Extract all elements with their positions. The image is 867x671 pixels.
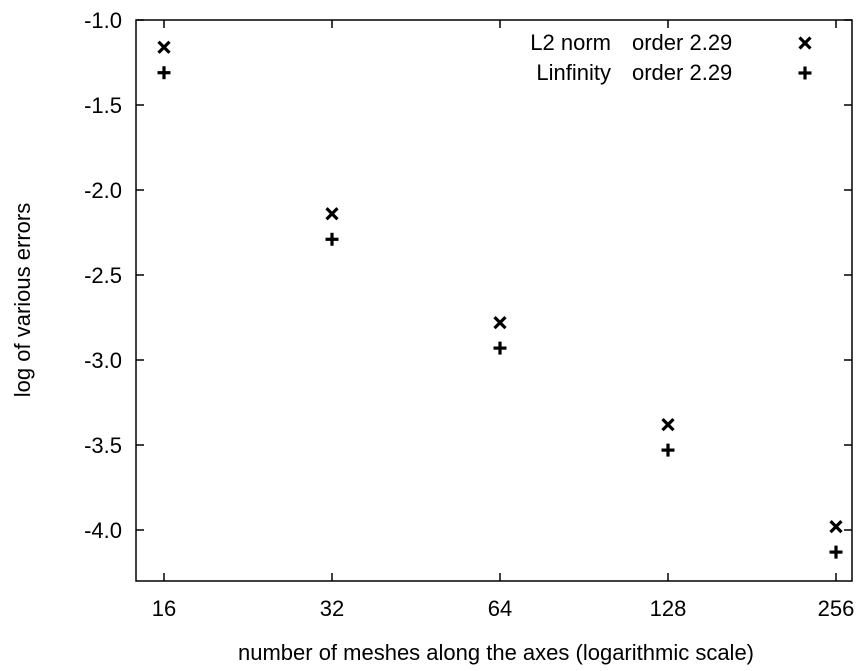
l2-norm-point	[829, 519, 843, 534]
data-points	[157, 40, 843, 559]
y-tick-label: -2.0	[84, 178, 122, 203]
linfinity-point	[661, 443, 675, 457]
y-tick-label: -1.5	[84, 93, 122, 118]
x-tick-label: 64	[488, 596, 512, 621]
x-axis-title: number of meshes along the axes (logarit…	[238, 640, 754, 665]
legend-marker-x	[798, 36, 812, 50]
y-tick-label: -3.5	[84, 433, 122, 458]
l2-norm-point	[157, 40, 171, 54]
l2-norm-point	[661, 417, 675, 432]
y-tick-label: -4.0	[84, 518, 122, 543]
x-tick-label: 16	[152, 596, 176, 621]
linfinity-point	[157, 66, 171, 80]
legend: L2 norm order 2.29 Linfinity order 2.29	[530, 30, 812, 85]
linfinity-point	[493, 341, 507, 355]
legend-order-label: order 2.29	[632, 60, 732, 85]
legend-series-name: Linfinity	[536, 60, 611, 85]
plot-frame	[135, 19, 853, 582]
legend-marker-plus	[798, 66, 812, 80]
y-tick-label: -3.0	[84, 348, 122, 373]
x-tick-label: 32	[320, 596, 344, 621]
y-tick-label: -2.5	[84, 263, 122, 288]
x-tick-label: 128	[650, 596, 687, 621]
y-axis-title: log of various errors	[10, 203, 35, 397]
y-tick-label: -1.0	[84, 8, 122, 33]
linfinity-point	[325, 232, 339, 246]
x-axis-ticks: 16 32 64 128 256	[152, 20, 855, 621]
l2-norm-point	[325, 207, 339, 221]
linfinity-point	[829, 545, 843, 559]
legend-series-name: L2 norm	[530, 30, 611, 55]
l2-norm-point	[493, 315, 507, 330]
x-tick-label: 256	[818, 596, 855, 621]
legend-order-label: order 2.29	[632, 30, 732, 55]
y-axis-ticks: -1.0 -1.5 -2.0 -2.5 -3.0 -3.5 -4.0	[84, 8, 852, 543]
